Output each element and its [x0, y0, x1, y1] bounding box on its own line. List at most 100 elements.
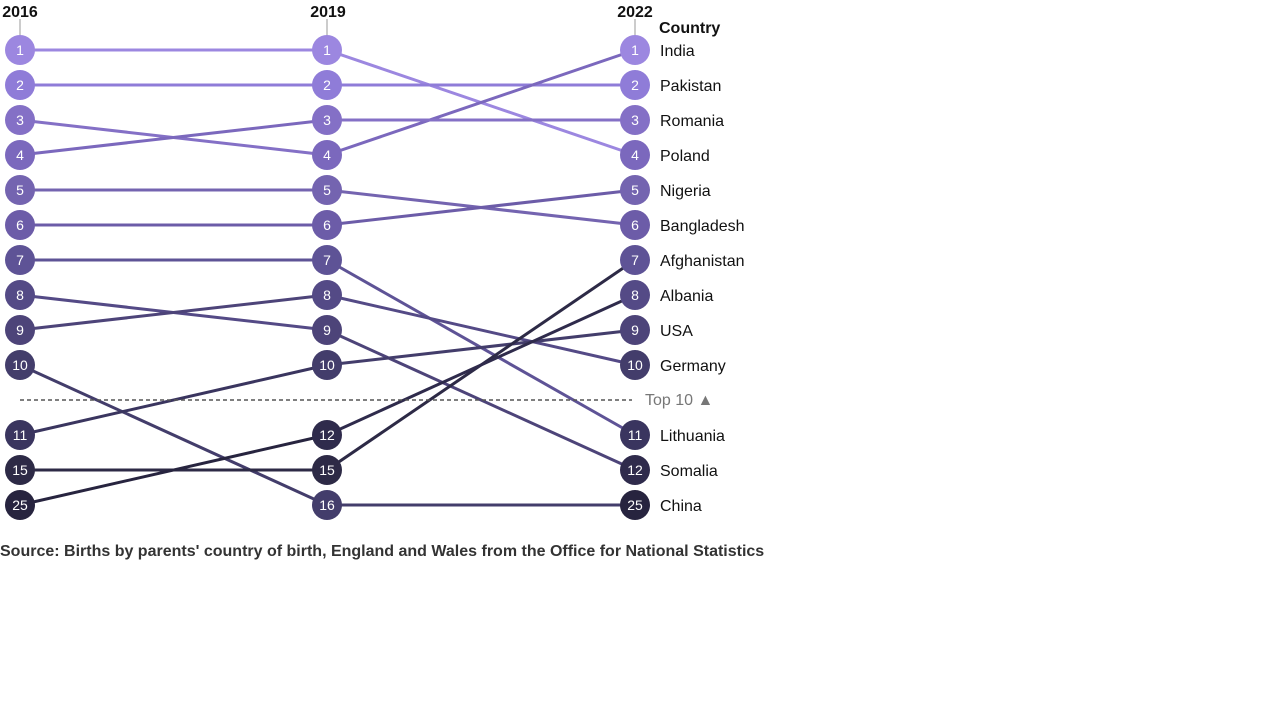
rank-marker-2016	[5, 420, 35, 450]
rank-number: 2	[631, 77, 639, 93]
rank-number: 8	[16, 287, 24, 303]
rank-link	[19, 363, 328, 507]
country-label: Afghanistan	[660, 253, 745, 270]
rank-marker-2019	[312, 350, 342, 380]
rank-number: 3	[631, 112, 639, 128]
rank-number: 25	[12, 497, 28, 513]
rank-number: 5	[16, 182, 24, 198]
rank-number: 6	[631, 217, 639, 233]
rank-number: 7	[631, 252, 639, 268]
rank-marker-2019	[312, 210, 342, 240]
rank-link	[326, 188, 636, 227]
rank-marker-2019	[312, 315, 342, 345]
rank-marker-2022	[620, 490, 650, 520]
country-label: Germany	[660, 358, 726, 375]
rank-marker-2016	[5, 280, 35, 310]
rank-number: 4	[323, 147, 331, 163]
rank-number: 2	[323, 77, 331, 93]
year-label-2016: 2016	[2, 4, 38, 21]
rank-link	[19, 363, 328, 437]
rank-marker-2016	[5, 70, 35, 100]
rank-number: 8	[323, 287, 331, 303]
rank-marker-2019	[312, 105, 342, 135]
rank-number: 5	[631, 182, 639, 198]
rank-number: 11	[13, 427, 28, 443]
country-label: Bangladesh	[660, 218, 745, 235]
rank-marker-2022	[620, 280, 650, 310]
rank-link	[326, 48, 636, 157]
rank-marker-2016	[5, 175, 35, 205]
rank-number: 4	[16, 147, 24, 163]
rank-number: 25	[627, 497, 643, 513]
source-note: Source: Births by parents' country of bi…	[0, 543, 765, 560]
rank-marker-2019	[312, 175, 342, 205]
rank-marker-2022	[620, 35, 650, 65]
rank-marker-2019	[312, 245, 342, 275]
rank-number: 10	[319, 357, 335, 373]
rank-number: 2	[16, 77, 24, 93]
rank-marker-2016	[5, 210, 35, 240]
rank-number: 10	[627, 357, 643, 373]
rank-marker-2022	[620, 315, 650, 345]
rank-number: 11	[628, 427, 643, 443]
rank-marker-2019	[312, 455, 342, 485]
rank-number: 1	[323, 42, 331, 58]
rank-marker-2022	[620, 210, 650, 240]
rank-marker-2016	[5, 105, 35, 135]
country-label: USA	[660, 323, 693, 340]
rank-number: 9	[323, 322, 331, 338]
rank-marker-2016	[5, 140, 35, 170]
rank-marker-2019	[312, 70, 342, 100]
rank-number: 15	[12, 462, 28, 478]
country-label: Romania	[660, 113, 724, 130]
rank-link	[326, 328, 636, 367]
rank-marker-2016	[5, 315, 35, 345]
rank-number: 5	[323, 182, 331, 198]
country-label: Somalia	[660, 463, 718, 480]
rank-marker-2016	[5, 245, 35, 275]
rank-marker-2022	[620, 70, 650, 100]
rank-link	[326, 328, 636, 472]
rank-number: 3	[16, 112, 24, 128]
year-label-2022: 2022	[617, 4, 653, 21]
rank-marker-2022	[620, 175, 650, 205]
rank-marker-2022	[620, 140, 650, 170]
rank-marker-2016	[5, 490, 35, 520]
rank-number: 4	[631, 147, 639, 163]
rank-number: 16	[319, 497, 335, 513]
rank-link	[326, 293, 636, 367]
rank-number: 6	[16, 217, 24, 233]
rank-number: 7	[323, 252, 331, 268]
rank-marker-2019	[312, 140, 342, 170]
rank-number: 1	[631, 42, 639, 58]
country-label: China	[660, 498, 702, 515]
rank-number: 7	[16, 252, 24, 268]
rank-number: 9	[631, 322, 639, 338]
rank-number: 3	[323, 112, 331, 128]
rank-link	[19, 293, 328, 332]
rank-number: 6	[323, 217, 331, 233]
rank-number: 12	[627, 462, 643, 478]
rank-marker-2016	[5, 350, 35, 380]
rank-marker-2019	[312, 490, 342, 520]
country-label: Nigeria	[660, 183, 711, 200]
rank-number: 1	[16, 42, 24, 58]
country-label: Lithuania	[660, 428, 725, 445]
rank-marker-2022	[620, 245, 650, 275]
rank-marker-2016	[5, 455, 35, 485]
year-label-2019: 2019	[310, 4, 346, 21]
rank-marker-2016	[5, 35, 35, 65]
country-label: India	[660, 43, 695, 60]
country-label: Albania	[660, 288, 713, 305]
top10-label: Top 10 ▲	[645, 392, 713, 409]
rank-marker-2022	[620, 105, 650, 135]
rank-marker-2019	[312, 35, 342, 65]
rank-link	[326, 293, 636, 437]
rank-number: 10	[12, 357, 28, 373]
rank-number: 15	[319, 462, 335, 478]
rank-marker-2019	[312, 280, 342, 310]
country-label: Poland	[660, 148, 710, 165]
rank-link	[19, 118, 328, 157]
rank-marker-2022	[620, 350, 650, 380]
